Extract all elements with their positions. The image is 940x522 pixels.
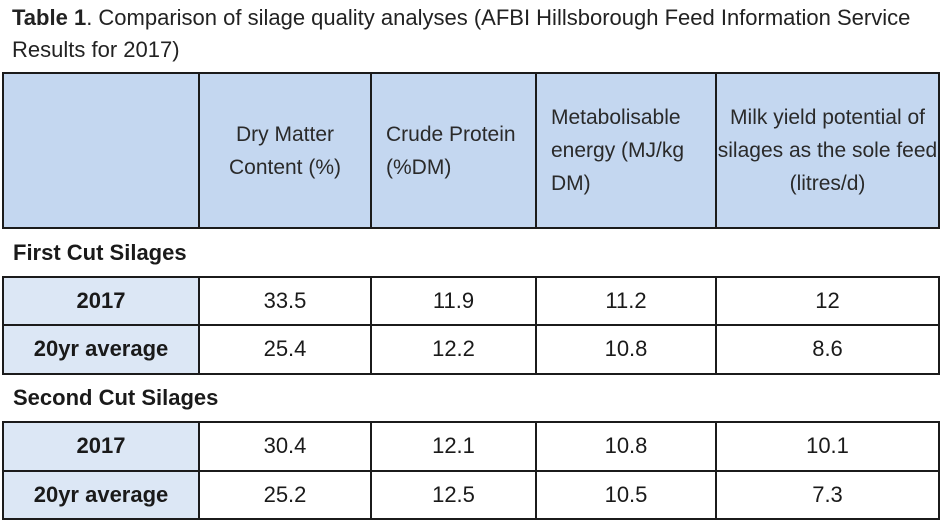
cell-milk-yield: 10.1 — [715, 421, 940, 472]
cell-crude-protein: 12.1 — [370, 421, 537, 472]
cell-milk-yield: 8.6 — [715, 324, 940, 375]
cell-dry-matter: 33.5 — [198, 275, 372, 327]
cell-dry-matter: 30.4 — [198, 421, 372, 472]
row-label: 20yr average — [2, 324, 200, 375]
cell-metabolisable-energy: 10.8 — [535, 324, 717, 375]
table-row: 20yr average 25.4 12.2 10.8 8.6 — [2, 324, 940, 375]
header-metabolisable-energy: Metabolisable energy (MJ/kg DM) — [535, 71, 717, 230]
caption-text: . Comparison of silage quality analyses … — [12, 5, 911, 62]
table-row: 2017 33.5 11.9 11.2 12 — [2, 275, 940, 327]
cell-milk-yield: 12 — [715, 275, 940, 327]
caption-lead: Table 1 — [12, 5, 87, 30]
cell-metabolisable-energy: 10.8 — [535, 421, 717, 472]
silage-quality-table: Dry Matter Content (%) Crude Protein (%D… — [2, 71, 940, 520]
header-row: Dry Matter Content (%) Crude Protein (%D… — [2, 71, 940, 230]
cell-milk-yield: 7.3 — [715, 469, 940, 520]
cell-metabolisable-energy: 10.5 — [535, 469, 717, 520]
row-label: 2017 — [2, 421, 200, 472]
row-label: 20yr average — [2, 469, 200, 520]
section-title-first-cut: First Cut Silages — [3, 227, 939, 278]
cell-metabolisable-energy: 11.2 — [535, 275, 717, 327]
section-row: First Cut Silages — [3, 227, 939, 278]
table-row: 20yr average 25.2 12.5 10.5 7.3 — [2, 469, 940, 520]
cell-dry-matter: 25.2 — [198, 469, 372, 520]
cell-crude-protein: 12.5 — [370, 469, 537, 520]
table-caption: Table 1. Comparison of silage quality an… — [12, 2, 932, 66]
header-crude-protein: Crude Protein (%DM) — [370, 71, 537, 230]
cell-dry-matter: 25.4 — [198, 324, 372, 375]
header-cell-empty — [2, 71, 200, 230]
header-milk-yield: Milk yield potential of silages as the s… — [715, 71, 940, 230]
cell-crude-protein: 12.2 — [370, 324, 537, 375]
section-title-second-cut: Second Cut Silages — [3, 372, 939, 424]
cell-crude-protein: 11.9 — [370, 275, 537, 327]
header-dry-matter: Dry Matter Content (%) — [198, 71, 372, 230]
table-row: 2017 30.4 12.1 10.8 10.1 — [2, 421, 940, 472]
row-label: 2017 — [2, 275, 200, 327]
section-row: Second Cut Silages — [3, 372, 939, 424]
